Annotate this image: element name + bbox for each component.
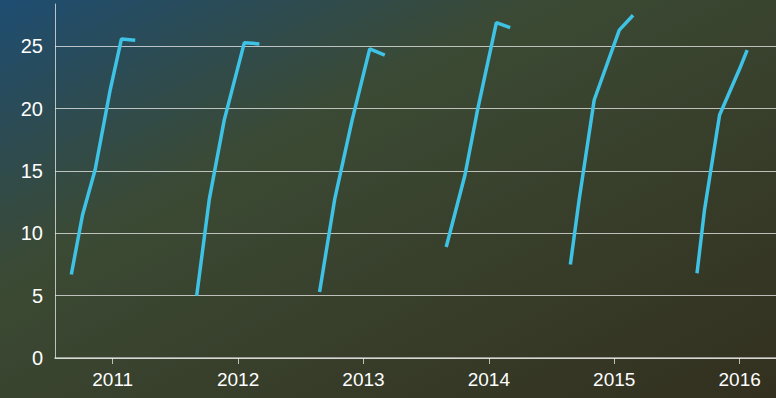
- svg-text:25: 25: [21, 35, 43, 57]
- svg-text:5: 5: [32, 285, 43, 307]
- svg-text:2014: 2014: [468, 369, 511, 390]
- svg-text:10: 10: [21, 222, 43, 244]
- svg-text:0: 0: [32, 347, 43, 369]
- svg-text:2015: 2015: [593, 369, 635, 390]
- svg-text:2012: 2012: [217, 369, 259, 390]
- svg-text:2013: 2013: [342, 369, 384, 390]
- svg-text:20: 20: [21, 98, 43, 120]
- svg-text:15: 15: [21, 160, 43, 182]
- svg-text:2016: 2016: [718, 369, 760, 390]
- svg-text:2011: 2011: [92, 369, 133, 390]
